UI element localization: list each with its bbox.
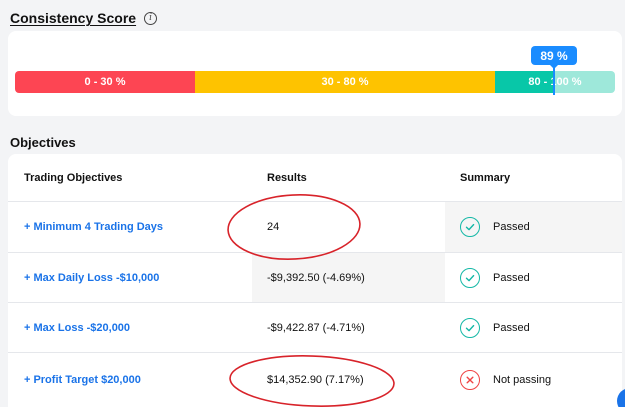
objective-link[interactable]: + Max Daily Loss -$10,000 <box>24 272 159 284</box>
consistency-title[interactable]: Consistency Score <box>10 10 137 26</box>
segment-high-remaining <box>553 71 615 93</box>
table-row: + Max Daily Loss -$10,000 -$9,392.50 (-4.… <box>8 253 622 303</box>
consistency-bar: 0 - 30 % 30 - 80 % 80 - 100 % <box>15 71 615 93</box>
objective-link[interactable]: + Max Loss -$20,000 <box>24 322 130 334</box>
result-cell: 24 <box>267 221 280 233</box>
table-row: + Profit Target $20,000 $14,352.90 (7.17%… <box>8 353 622 407</box>
plus-icon: + <box>24 374 31 386</box>
consistency-header: Consistency Score i <box>10 9 158 27</box>
chat-widget-button[interactable] <box>617 388 625 407</box>
table-row: + Minimum 4 Trading Days 24 Passed <box>8 202 622 253</box>
plus-icon: + <box>24 271 31 284</box>
status-text: Not passing <box>493 374 552 386</box>
result-cell: $14,352.90 (7.17%) <box>267 374 364 386</box>
objective-cell: + Max Loss -$20,000 <box>8 303 252 352</box>
x-circle-icon <box>460 370 480 390</box>
consistency-card: 89 % 0 - 30 % 30 - 80 % 80 - 100 % <box>8 31 622 116</box>
objectives-title: Objectives <box>10 135 76 150</box>
objective-link[interactable]: + Minimum 4 Trading Days <box>24 221 163 233</box>
plus-icon: + <box>24 321 31 334</box>
plus-icon: + <box>24 221 31 233</box>
score-badge-caret <box>549 64 559 69</box>
info-icon[interactable]: i <box>144 11 158 25</box>
table-row: + Max Loss -$20,000 -$9,422.87 (-4.71%) P… <box>8 303 622 353</box>
objective-cell: + Minimum 4 Trading Days <box>8 202 252 252</box>
status-text: Passed <box>493 271 530 284</box>
check-circle-icon <box>460 267 480 288</box>
objective-cell: + Profit Target $20,000 <box>8 353 252 407</box>
table-header-row: Trading Objectives Results Summary <box>8 154 622 202</box>
header-results: Results <box>267 171 307 184</box>
status-text: Passed <box>493 221 530 233</box>
objective-cell: + Max Daily Loss -$10,000 <box>8 253 252 302</box>
check-circle-icon <box>460 217 480 237</box>
objective-label: Max Daily Loss -$10,000 <box>33 271 160 284</box>
header-summary: Summary <box>460 171 511 184</box>
result-cell: -$9,422.87 (-4.71%) <box>267 321 365 334</box>
result-cell: -$9,392.50 (-4.69%) <box>252 253 445 302</box>
objective-link[interactable]: + Profit Target $20,000 <box>24 374 141 386</box>
summary-cell: Passed <box>445 202 622 252</box>
objective-label: Profit Target $20,000 <box>33 374 141 386</box>
score-marker <box>553 68 555 95</box>
objective-label: Minimum 4 Trading Days <box>33 221 164 233</box>
header-objective: Trading Objectives <box>24 171 123 184</box>
objectives-table: Trading Objectives Results Summary + Mini… <box>8 154 622 407</box>
summary-cell: Not passing <box>445 353 622 407</box>
check-circle-icon <box>460 317 480 338</box>
status-text: Passed <box>493 321 530 334</box>
segment-low: 0 - 30 % <box>15 71 195 93</box>
score-badge: 89 % <box>531 46 577 65</box>
summary-cell: Passed <box>445 253 622 302</box>
segment-mid: 30 - 80 % <box>195 71 495 93</box>
summary-cell: Passed <box>445 303 622 352</box>
objective-label: Max Loss -$20,000 <box>33 321 131 334</box>
segment-high-filled <box>495 71 553 93</box>
